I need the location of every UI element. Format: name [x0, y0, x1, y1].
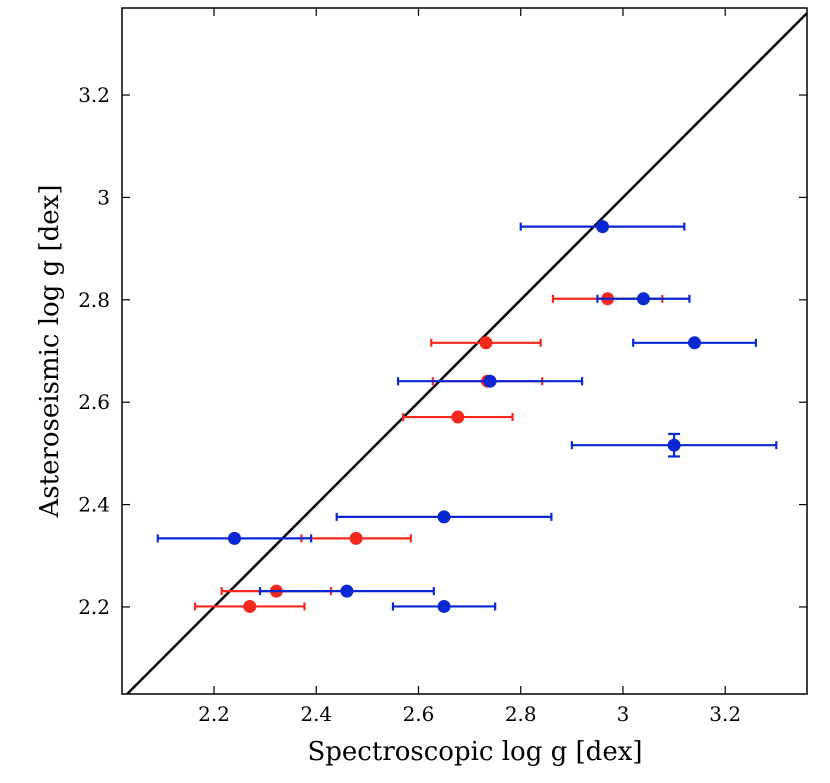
reference-line-layer — [126, 12, 808, 695]
red-point — [451, 410, 465, 424]
red-point — [349, 531, 363, 545]
blue-point — [437, 599, 451, 613]
x-tick-label: 2.8 — [505, 702, 537, 726]
tick-layer: 2.2 2.4 2.6 2.8 3 3.2 2.2 2.4 2.6 2.8 3 3.2 — [78, 8, 807, 726]
blue-point — [227, 531, 241, 545]
red-point — [243, 599, 257, 613]
x-tick-label: 3 — [617, 702, 630, 726]
blue-point — [667, 438, 681, 452]
blue-point — [688, 336, 702, 350]
blue-point — [636, 292, 650, 306]
x-tick-label: 2.6 — [403, 702, 435, 726]
y-tick-label: 3 — [97, 185, 110, 209]
y-tick-label: 2.4 — [78, 493, 110, 517]
blue-point — [340, 584, 354, 598]
data-layer — [156, 220, 778, 613]
y-tick-label: 2.2 — [78, 595, 110, 619]
y-tick-label: 2.6 — [78, 390, 110, 414]
blue-point — [596, 220, 610, 234]
series-red — [194, 292, 664, 613]
y-axis-label: Asteroseismic log g [dex] — [35, 185, 65, 519]
red-point — [479, 336, 493, 350]
x-tick-label: 2.2 — [198, 702, 230, 726]
blue-point — [483, 374, 497, 388]
x-tick-label: 3.2 — [709, 702, 741, 726]
plot-frame — [121, 7, 808, 695]
one-to-one-line — [126, 12, 808, 695]
y-tick-label: 2.8 — [78, 288, 110, 312]
x-tick-label: 2.4 — [300, 702, 332, 726]
blue-point — [437, 510, 451, 524]
x-axis-label: Spectroscopic log g [dex] — [307, 737, 642, 767]
y-tick-label: 3.2 — [78, 83, 110, 107]
series-blue — [156, 220, 778, 613]
